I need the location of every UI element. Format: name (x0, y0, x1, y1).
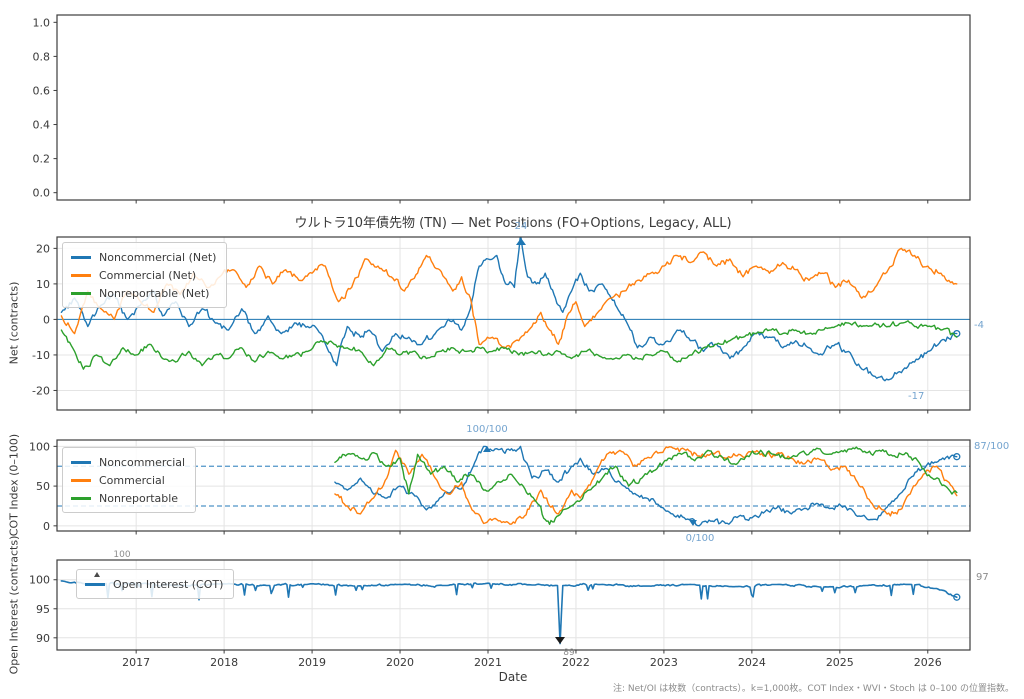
footnote: 注: Net/OI は枚数（contracts）。k=1,000枚。COT In… (612, 684, 1014, 694)
x-tick-label: 2018 (210, 656, 238, 669)
y-tick-label: 100 (29, 440, 50, 453)
annotation-net-min: -17 (908, 391, 925, 402)
legend-label: Commercial (99, 473, 165, 487)
x-tick-label: 2026 (914, 656, 942, 669)
y-tick-label: 0.6 (33, 84, 51, 97)
y-tick-label: 0.8 (33, 50, 51, 63)
last-point-marker (953, 453, 961, 461)
legend-line-swatch (71, 496, 91, 500)
annotation-net-peak: 24 (514, 221, 528, 232)
x-tick-label: 2022 (562, 656, 590, 669)
max-marker-triangle-up-icon (94, 572, 100, 577)
legend-label: Nonreportable (99, 491, 179, 505)
x-axis-label: Date (498, 670, 528, 684)
y-tick-label: 0.2 (33, 153, 51, 166)
x-tick-label: 2017 (122, 656, 150, 669)
legend-label: Noncommercial (Net) (99, 250, 217, 264)
min-marker-triangle-down-icon (555, 637, 565, 644)
legend-cot-index: Noncommercial Commercial Nonreportable (62, 447, 197, 513)
series-line-commercial (334, 446, 958, 525)
y-tick-label: 20 (36, 242, 50, 255)
x-tick-label: 2025 (826, 656, 854, 669)
legend-item: Nonreportable (71, 489, 185, 507)
legend-label: Commercial (Net) (99, 268, 197, 282)
series-line-nonreportable (334, 446, 958, 525)
max-marker-triangle-up-icon (516, 238, 526, 245)
legend-open-interest: Open Interest (COT) (76, 569, 235, 599)
y-tick-label: 90 (36, 632, 50, 645)
legend-label: Nonreportable (Net) (99, 286, 210, 300)
y-tick-label: 10 (36, 278, 50, 291)
legend-line-swatch (71, 478, 91, 482)
panel-open-interest: 90 95 100 2017 2018 2019 2020 2021 2022 2023 2024 2… (29, 559, 971, 669)
y-tick-label: 1.0 (33, 16, 51, 29)
legend-label: Noncommercial (99, 455, 186, 469)
legend-item: Commercial (71, 471, 185, 489)
y-axis-label-net: Net (contracts) (7, 281, 21, 365)
chart-title: ウルトラ10年債先物 (TN) — Net Positions (FO+Opti… (294, 216, 732, 231)
annotation-cot-last: 87/100 (974, 441, 1010, 452)
series-line-noncommercial-net- (60, 237, 958, 382)
panel-empty: 0.0 0.2 0.4 0.6 0.8 1.0 (33, 14, 971, 204)
legend-net-positions: Noncommercial (Net) Commercial (Net) Non… (62, 242, 228, 308)
y-tick-label: 0.4 (33, 119, 51, 132)
x-tick-label: 2024 (738, 656, 766, 669)
series-line-noncommercial (334, 445, 958, 527)
series-line-nonreportable-net- (60, 320, 958, 370)
x-tick-label: 2020 (386, 656, 414, 669)
legend-item: Commercial (Net) (71, 266, 216, 284)
legend-line-swatch (71, 255, 91, 259)
legend-item: Noncommercial (Net) (71, 248, 216, 266)
annotation-oi-min: 89 (563, 648, 575, 658)
annotation-cot-peak: 100/100 (466, 424, 508, 435)
legend-line-swatch (71, 273, 91, 277)
legend-label: Open Interest (COT) (113, 577, 224, 591)
y-tick-label: -10 (32, 349, 50, 362)
legend-item: Nonreportable (Net) (71, 284, 216, 302)
legend-item: Noncommercial (71, 453, 185, 471)
annotation-net-last: -4 (974, 320, 984, 331)
legend-line-swatch (71, 460, 91, 464)
legend-line-swatch (71, 291, 91, 295)
legend-line-swatch (85, 582, 105, 586)
y-tick-label: 50 (36, 480, 50, 493)
x-tick-label: 2021 (474, 656, 502, 669)
y-axis-label-cot-index: COT Index (0–100) (7, 433, 21, 537)
y-axis-label-open-interest: Open Interest (contracts) (7, 535, 21, 675)
annotation-oi-peak: 100 (113, 550, 131, 560)
annotation-oi-last: 97 (976, 572, 989, 583)
max-marker-triangle-up-icon (483, 446, 491, 452)
x-tick-label: 2019 (298, 656, 326, 669)
annotation-cot-min: 0/100 (685, 533, 715, 544)
y-tick-label: 0 (43, 313, 50, 326)
y-tick-label: 100 (29, 574, 50, 587)
panel-cot-index: 0 50 100 (29, 439, 971, 535)
last-point-marker (953, 593, 961, 601)
min-marker-triangle-down-icon (689, 520, 697, 526)
x-tick-label: 2023 (650, 656, 678, 669)
y-tick-label: 0.0 (33, 187, 51, 200)
y-tick-label: 0 (43, 520, 50, 533)
y-tick-label: 95 (36, 603, 50, 616)
legend-item: Open Interest (COT) (85, 575, 223, 593)
y-tick-label: -20 (32, 384, 50, 397)
